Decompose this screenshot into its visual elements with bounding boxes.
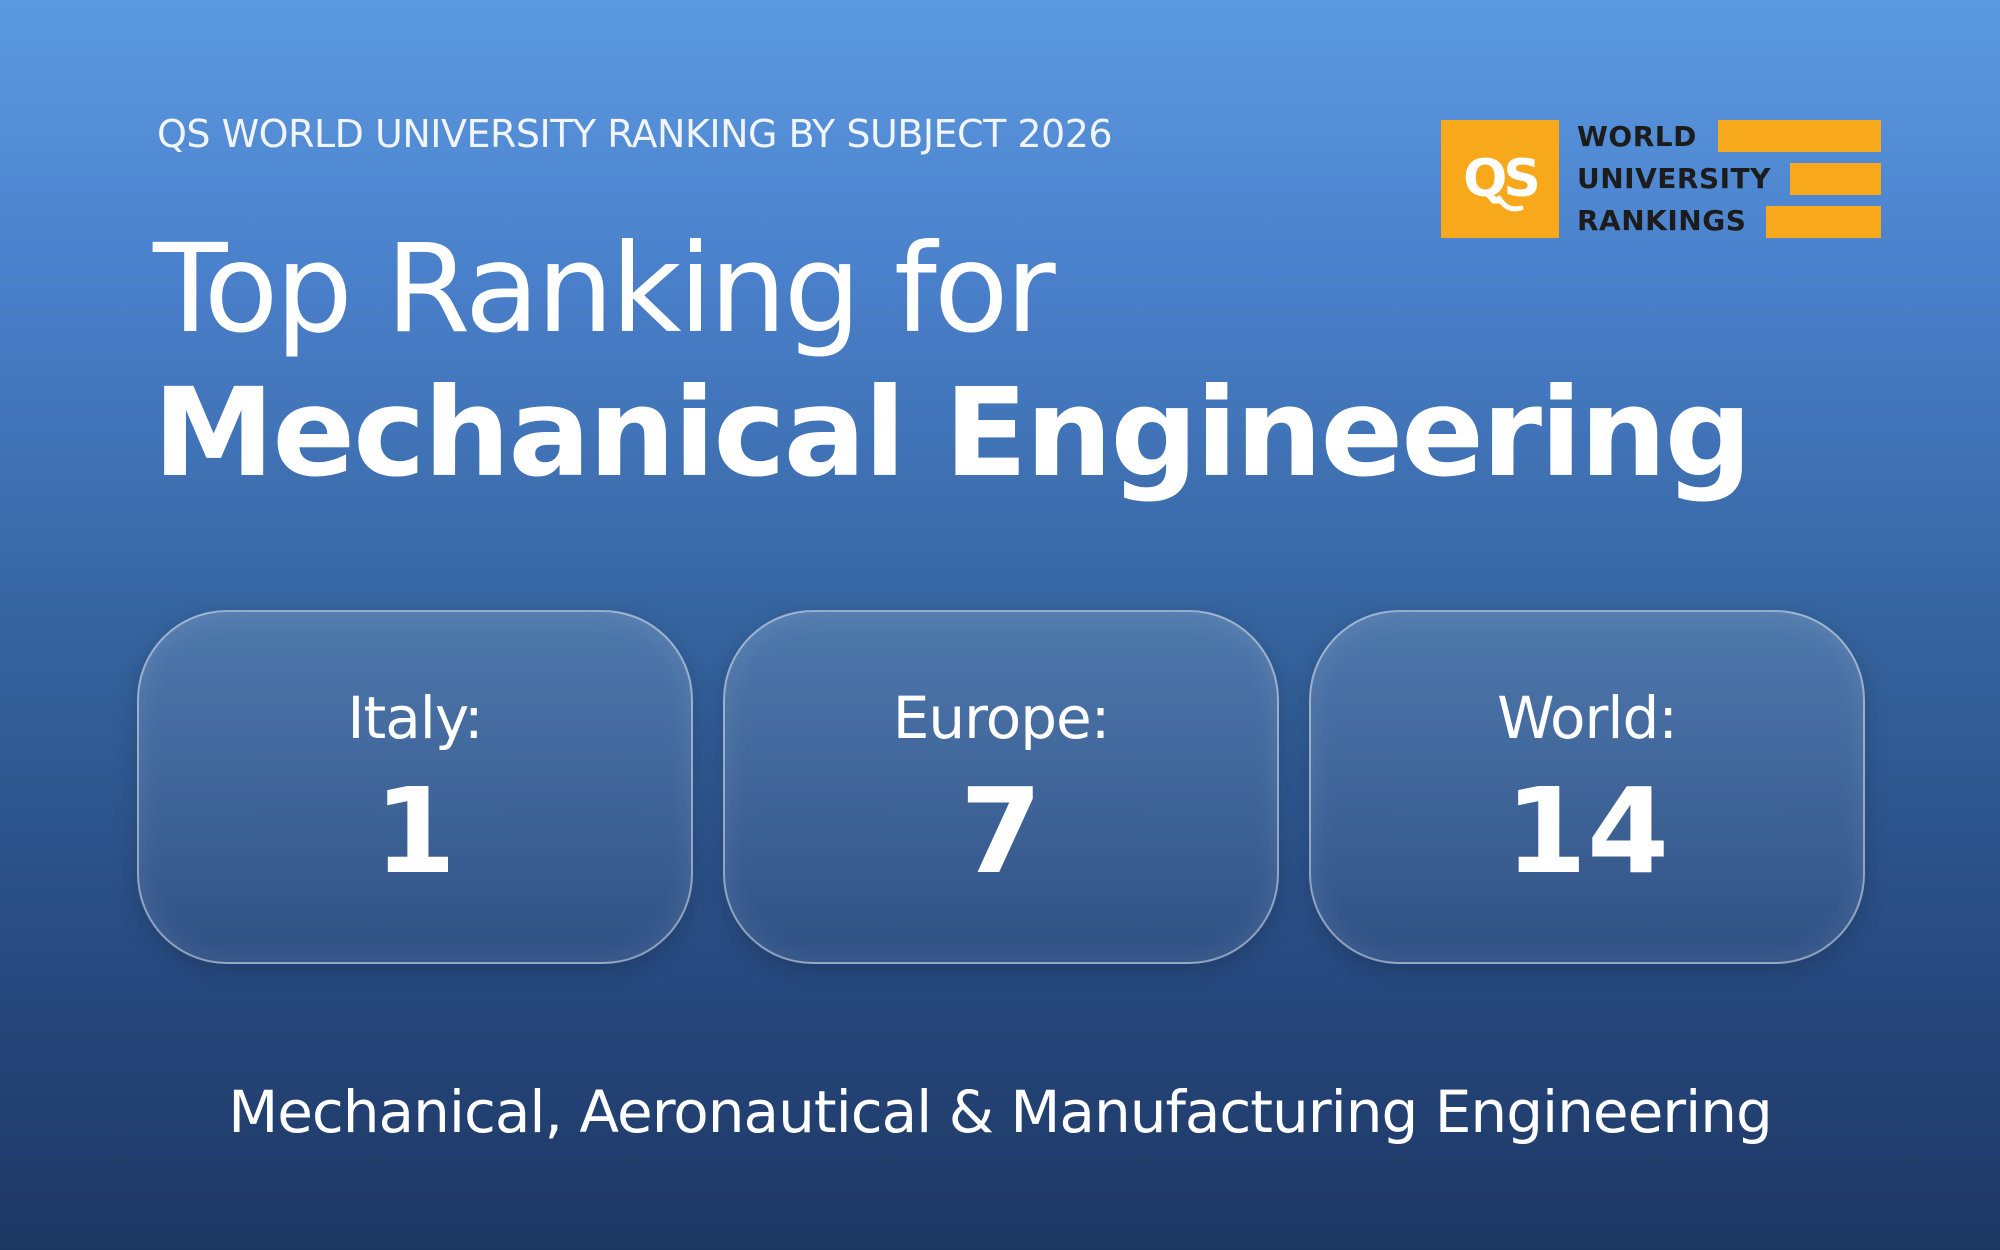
- ranking-card-world: World: 14: [1309, 610, 1865, 964]
- qs-world-university-rankings-logo: QS WORLD UNIVERSITY RANKINGS: [1441, 120, 1881, 238]
- ranking-card-europe: Europe: 7: [723, 610, 1279, 964]
- logo-word-rankings: RANKINGS: [1577, 204, 1747, 237]
- card-value: 1: [373, 762, 457, 900]
- logo-word-university: UNIVERSITY: [1577, 162, 1771, 195]
- logo-word-world: WORLD: [1577, 120, 1697, 153]
- card-label: World:: [1497, 684, 1678, 752]
- subject-caption: Mechanical, Aeronautical & Manufacturing…: [228, 1078, 1773, 1146]
- card-value: 7: [959, 762, 1043, 900]
- card-label: Italy:: [347, 684, 483, 752]
- ranking-card-italy: Italy: 1: [137, 610, 693, 964]
- eyebrow-heading: QS WORLD UNIVERSITY RANKING BY SUBJECT 2…: [157, 112, 1113, 156]
- qs-logo-mark: QS: [1441, 120, 1559, 238]
- logo-bar-bottom: [1766, 206, 1881, 238]
- qs-logo-icon: QS: [1463, 149, 1541, 212]
- logo-bar-top: [1718, 120, 1881, 152]
- title-line-2: Mechanical Engineering: [153, 362, 1752, 504]
- card-label: Europe:: [892, 684, 1111, 752]
- logo-bar-middle: [1790, 163, 1881, 195]
- title-line-1: Top Ranking for: [153, 218, 1056, 360]
- card-value: 14: [1504, 762, 1670, 900]
